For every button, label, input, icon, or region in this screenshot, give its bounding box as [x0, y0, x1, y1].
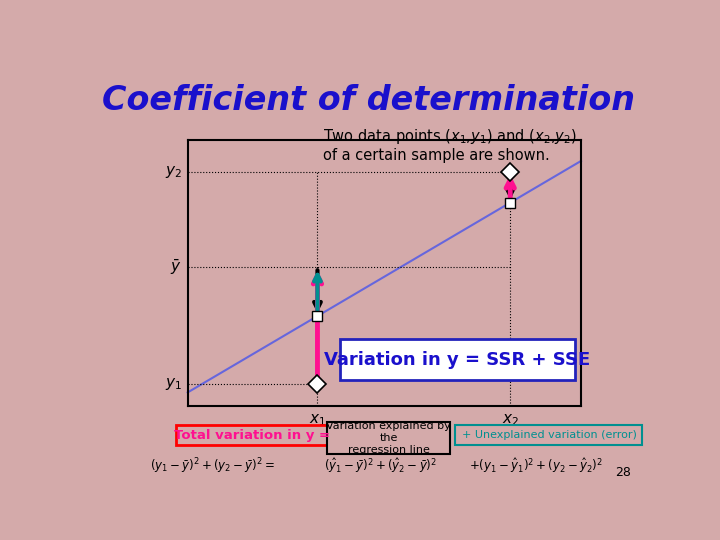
Text: $(\hat{y}_1-\bar{y})^2+(\hat{y}_2-\bar{y})^2$: $(\hat{y}_1-\bar{y})^2+(\hat{y}_2-\bar{y…: [323, 456, 437, 475]
Text: $\bar{y}$: $\bar{y}$: [171, 258, 182, 277]
Bar: [176, 426, 327, 446]
Text: $y_2$: $y_2$: [165, 164, 182, 180]
Bar: [456, 426, 642, 446]
Bar: [327, 422, 450, 454]
Text: Coefficient of determination: Coefficient of determination: [102, 84, 636, 117]
Text: 28: 28: [616, 465, 631, 478]
Text: Variation explained by
the
regression line: Variation explained by the regression li…: [326, 421, 451, 455]
Text: Two data points ($x_1$,$y_1$) and ($x_2$,$y_2$)
of a certain sample are shown.: Two data points ($x_1$,$y_1$) and ($x_2$…: [323, 127, 577, 163]
Text: Variation in y = SSR + SSE: Variation in y = SSR + SSE: [325, 350, 590, 368]
Bar: [340, 339, 575, 380]
Text: $(y_1-\bar{y})^2+(y_2-\bar{y})^2=$: $(y_1-\bar{y})^2+(y_2-\bar{y})^2=$: [150, 456, 275, 476]
Text: $x_1$: $x_1$: [309, 412, 326, 428]
Text: + Unexplained variation (error): + Unexplained variation (error): [462, 430, 636, 440]
Text: $x_2$: $x_2$: [502, 412, 519, 428]
Text: $+(y_1-\hat{y}_1)^2+(y_2-\hat{y}_2)^2$: $+(y_1-\hat{y}_1)^2+(y_2-\hat{y}_2)^2$: [469, 456, 603, 475]
Text: $y_1$: $y_1$: [165, 376, 182, 393]
Text: Total variation in y =: Total variation in y =: [174, 429, 330, 442]
